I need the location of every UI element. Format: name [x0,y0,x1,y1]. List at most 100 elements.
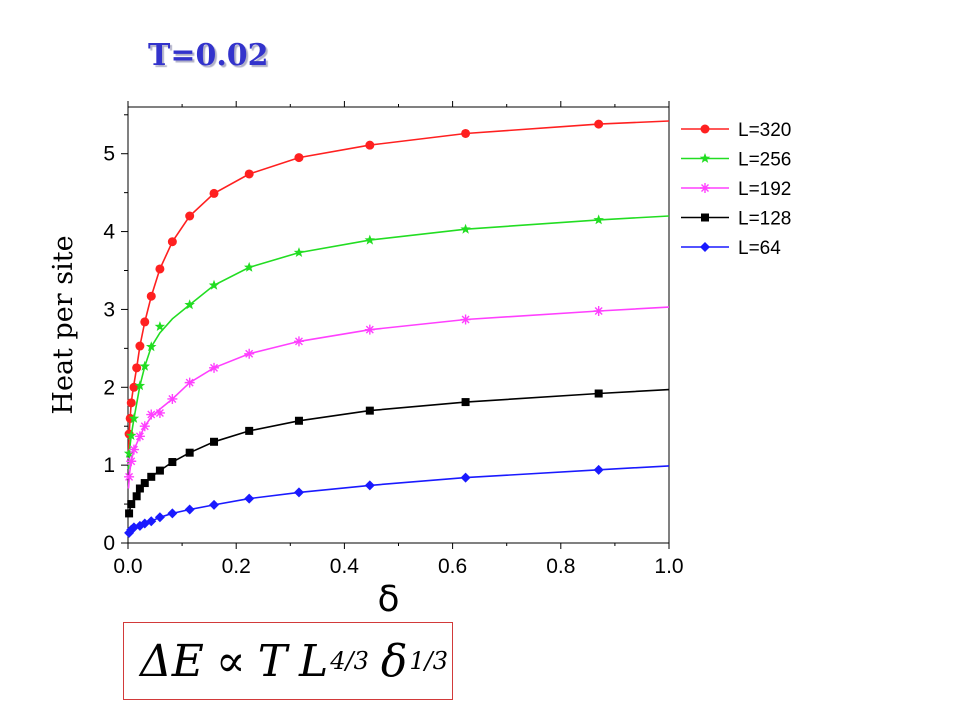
data-point-l-64 [209,499,220,510]
legend-marker-l-192 [700,183,710,193]
data-point-l-256 [184,299,195,310]
y-tick-label: 5 [103,143,115,166]
formula-l-exponent: 4/3 [330,647,369,675]
data-point-l-192 [167,393,178,404]
x-tick-label: 0.6 [438,555,467,578]
x-tick-label: 0.2 [222,555,251,578]
formula-delta: δ [380,635,408,687]
data-point-l-256 [154,321,166,331]
data-point-l-320 [294,153,304,163]
data-point-l-192 [184,377,195,388]
data-point-l-128 [132,492,141,501]
data-point-l-128 [461,398,470,407]
data-point-l-128 [185,448,194,457]
data-point-l-256 [134,380,146,391]
formula-delta-e: ΔE [140,635,204,687]
data-point-l-128 [294,416,303,425]
data-point-l-64 [593,464,604,475]
data-point-l-320 [185,211,195,221]
data-point-l-320 [146,291,156,301]
legend-label-l-64: L=64 [738,238,781,259]
x-tick-label: 0.0 [113,555,142,578]
data-point-l-128 [127,500,136,509]
data-point-l-128 [155,466,164,475]
data-point-l-64 [184,504,195,515]
data-point-l-320 [594,119,604,129]
data-point-l-256 [146,341,157,352]
data-point-l-192 [364,324,375,335]
data-point-l-192 [124,471,135,482]
data-point-l-256 [293,247,305,257]
series-line-l-192 [127,306,670,489]
data-point-l-256 [123,448,135,458]
data-point-l-192 [293,336,304,347]
legend-marker-l-64 [700,242,710,252]
data-point-l-320 [244,169,254,179]
data-point-l-64 [167,508,178,519]
data-point-l-256 [139,360,150,371]
data-point-l-320 [461,128,471,138]
data-point-l-64 [460,472,471,483]
data-point-l-64 [293,487,304,498]
x-axis-label: δ [377,579,399,620]
formula-t: T [257,635,288,687]
series-line-l-64 [127,465,670,535]
data-point-l-64 [154,512,165,523]
legend-marker-l-256 [699,153,711,163]
data-point-l-320 [132,363,142,373]
data-point-l-256 [460,223,471,234]
x-tick-label: 0.8 [546,555,575,578]
data-point-l-192 [244,348,255,359]
legend-label-l-128: L=128 [738,209,791,230]
data-point-l-128 [594,389,603,398]
legend-marker-l-320 [700,124,710,134]
data-point-l-128 [147,472,156,481]
legend-marker-l-128 [701,213,709,222]
plot-frame [127,106,670,544]
formula-proportional: ∝ [215,635,246,687]
data-point-l-192 [460,314,471,325]
y-tick-label: 4 [103,221,115,244]
data-point-l-64 [146,516,157,527]
legend-label-l-192: L=192 [738,179,791,200]
data-point-l-128 [140,479,149,488]
y-tick-label: 0 [103,532,115,555]
data-point-l-320 [155,264,165,274]
x-tick-label: 1.0 [654,555,683,578]
data-point-l-192 [209,362,220,373]
legend-label-l-256: L=256 [738,150,791,171]
data-point-l-192 [134,431,145,442]
data-point-l-192 [154,407,165,418]
x-tick-label: 0.4 [330,555,360,578]
y-tick-label: 3 [103,298,115,321]
data-point-l-320 [140,317,150,327]
data-point-l-256 [364,234,376,245]
data-point-l-128 [125,509,134,518]
y-axis-label: Heat per site [48,235,79,414]
series-line-l-128 [127,388,670,516]
series-line-l-256 [127,215,670,470]
data-point-l-320 [126,398,136,408]
data-point-l-128 [365,406,374,415]
data-point-l-256 [128,412,140,423]
legend-label-l-320: L=320 [738,120,791,141]
data-point-l-320 [167,237,177,247]
data-point-l-192 [593,305,604,316]
formula-box: ΔE ∝ T L 4/3 δ 1/3 [123,622,453,700]
formula-delta-exponent: 1/3 [409,647,449,675]
formula-l: L [299,635,329,687]
data-point-l-64 [244,493,255,504]
data-point-l-128 [135,484,144,493]
data-point-l-320 [209,188,219,198]
data-point-l-256 [244,261,255,272]
data-point-l-256 [126,430,137,440]
data-point-l-128 [168,458,177,467]
data-point-l-320 [135,341,145,351]
data-point-l-128 [210,437,219,446]
y-tick-label: 1 [103,454,115,477]
data-point-l-128 [245,426,254,435]
data-point-l-192 [146,409,157,420]
data-point-l-192 [139,421,150,432]
data-point-l-256 [593,214,604,225]
